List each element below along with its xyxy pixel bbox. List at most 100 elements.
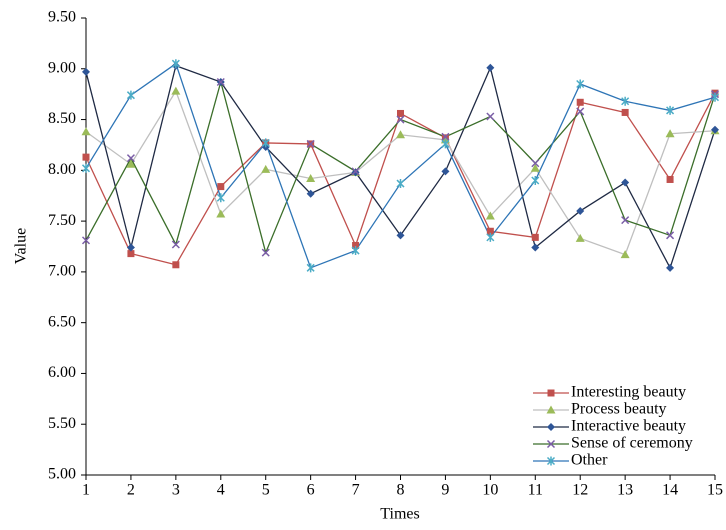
marker [576,107,585,116]
marker [306,263,315,273]
marker [352,241,360,249]
marker [396,231,405,240]
marker [396,130,405,139]
marker [216,77,225,87]
marker [172,261,180,269]
marker [126,90,135,100]
marker [171,86,181,95]
marker [441,167,450,176]
legend-marker [546,405,556,414]
x-tick-label: 7 [352,482,360,499]
marker [81,163,91,173]
y-tick-label: 7.50 [48,212,76,229]
x-tick-label: 15 [707,482,723,499]
marker [127,250,135,258]
legend-label: Interactive beauty [571,418,686,435]
legend-label: Process beauty [571,401,667,418]
x-tick-label: 12 [572,482,588,499]
marker [261,138,270,148]
y-tick-label: 8.00 [48,161,76,178]
x-tick-label: 3 [172,482,180,499]
marker [711,125,719,134]
x-tick-label: 11 [528,482,543,499]
x-tick-label: 8 [397,482,405,499]
y-tick-label: 7.00 [48,263,76,280]
legend-marker [547,389,555,397]
marker [217,183,225,191]
x-tick-label: 6 [307,482,315,499]
marker [621,216,630,225]
marker [621,96,630,106]
marker [306,189,315,198]
legend-marker [546,439,556,449]
marker [81,236,91,245]
marker [351,167,360,176]
legend-marker [546,456,556,466]
marker [531,233,539,241]
marker [306,173,316,182]
y-tick-label: 5.00 [48,466,76,483]
legend-label: Other [571,452,608,469]
marker [621,178,630,187]
marker [261,164,271,173]
marker [126,159,136,168]
marker [81,127,91,136]
marker [620,250,630,259]
x-tick-label: 1 [82,482,90,499]
marker [575,233,585,242]
marker [710,92,720,102]
y-tick-label: 8.50 [48,110,76,127]
marker [486,232,495,242]
series-line [85,79,716,255]
marker [531,159,540,168]
marker [666,175,674,183]
marker [621,108,629,116]
marker [396,115,405,124]
x-axis-label: Times [380,506,419,523]
y-tick-label: 9.50 [48,9,76,26]
marker [486,63,495,72]
marker [530,163,540,172]
marker [126,154,135,163]
marker [216,193,225,203]
marker [306,139,315,148]
x-tick-label: 2 [127,482,135,499]
marker [441,132,450,141]
x-tick-label: 4 [217,482,225,499]
x-tick-label: 10 [482,482,498,499]
marker [351,246,360,256]
marker [576,98,584,106]
marker [486,227,494,235]
marker [396,179,405,189]
x-tick-label: 9 [441,482,449,499]
legend-label: Interesting beauty [571,384,686,401]
marker [216,209,226,218]
marker [576,206,585,215]
marker [397,109,404,117]
x-tick-label: 5 [262,482,270,499]
marker [665,129,675,138]
y-tick-label: 9.00 [48,59,76,76]
legend-label: Sense of ceremony [571,435,693,452]
marker [441,139,450,149]
y-tick-label: 5.50 [48,415,76,432]
marker [666,263,675,272]
y-tick-label: 6.50 [48,313,76,330]
y-tick-label: 6.00 [48,364,76,381]
marker [171,59,180,69]
marker [82,67,90,76]
marker [576,79,585,89]
legend-marker [547,423,555,431]
x-tick-label: 13 [617,482,633,499]
marker [485,211,495,220]
marker [82,153,90,161]
marker [126,243,135,252]
marker [666,231,675,240]
marker [261,248,270,257]
x-tick-label: 14 [662,482,678,499]
marker [531,243,540,252]
marker [171,240,180,249]
marker [666,105,675,115]
